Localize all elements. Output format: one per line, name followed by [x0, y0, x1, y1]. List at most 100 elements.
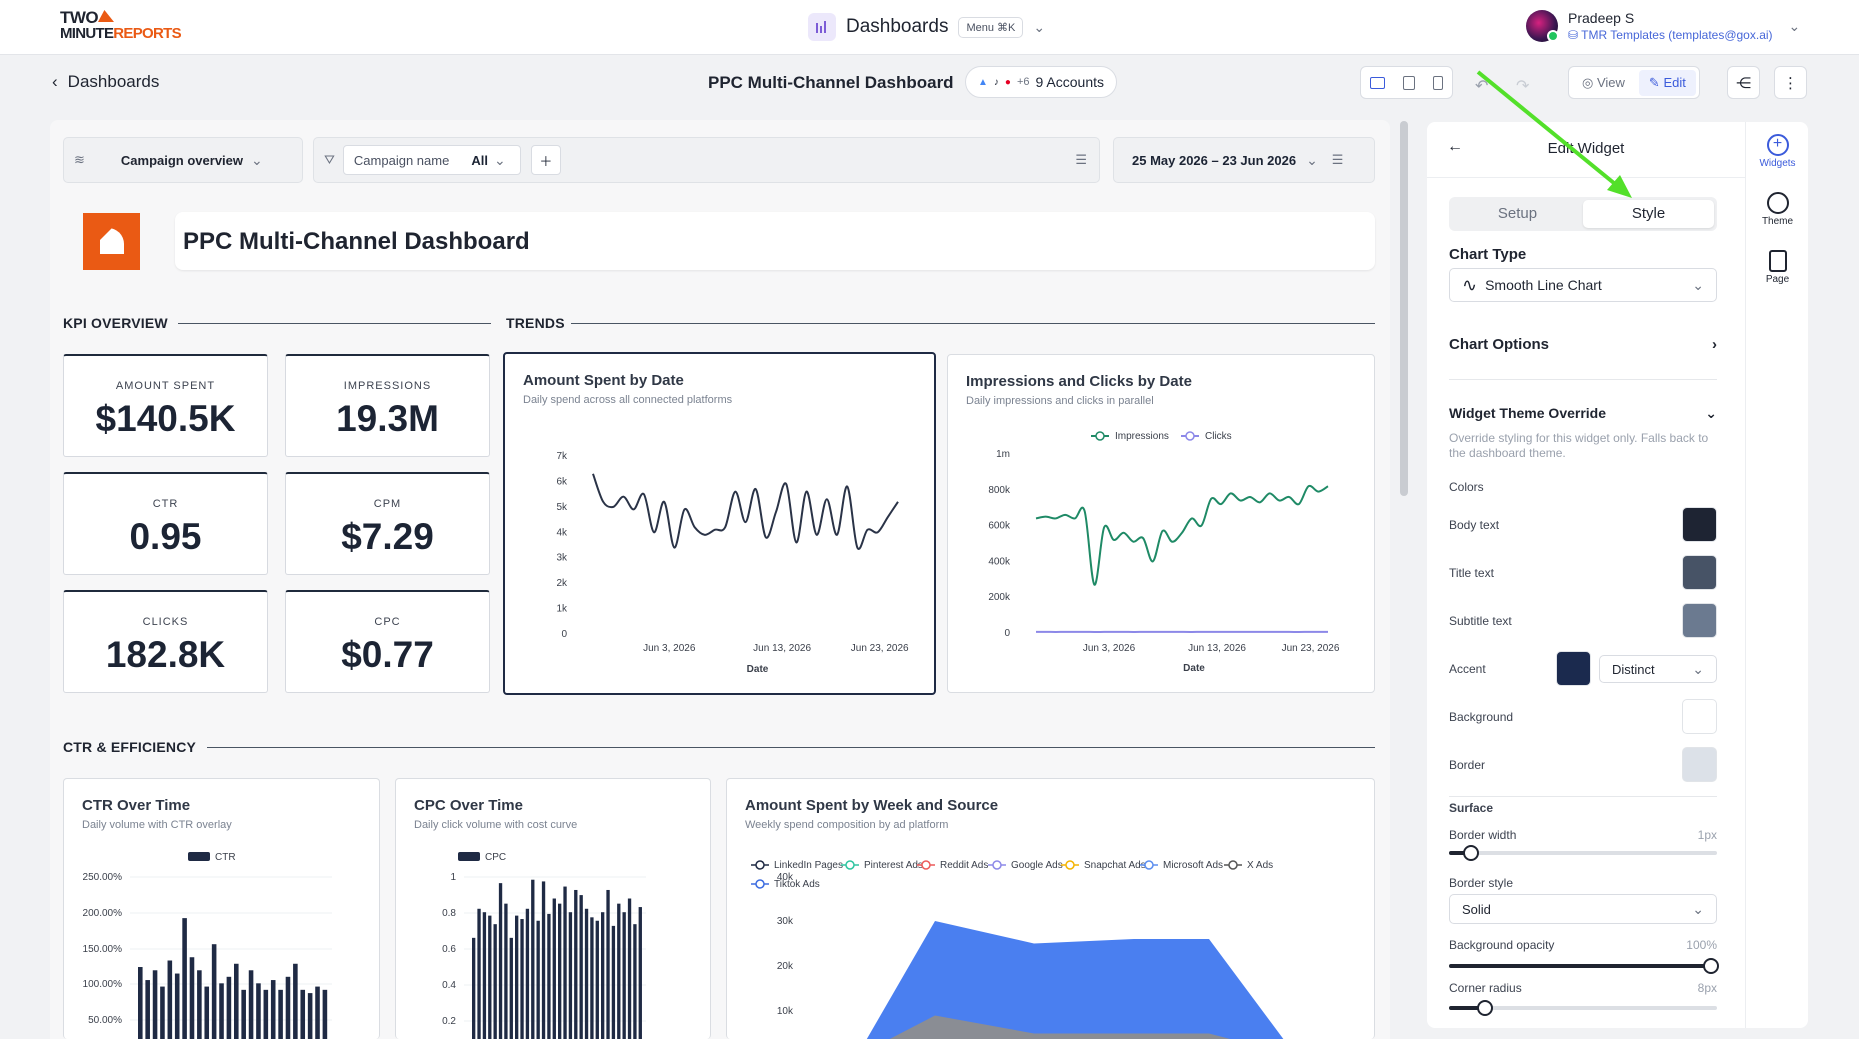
- axis-tick-label: 150.00%: [83, 944, 123, 955]
- bar: [552, 898, 556, 1039]
- kpi-card-amount-spent[interactable]: AMOUNT SPENT $140.5K: [63, 354, 268, 457]
- view-button[interactable]: ◎ View: [1582, 74, 1625, 90]
- campaign-filter[interactable]: Campaign name All ⌄: [342, 145, 521, 175]
- preset-filter[interactable]: ≋ Campaign overview ⌄: [63, 137, 303, 183]
- bar: [627, 898, 632, 1039]
- dashboards-switcher[interactable]: Dashboards Menu ⌘K ⌄: [808, 12, 1045, 42]
- chevron-down-icon: ⌄: [251, 151, 263, 168]
- bar: [482, 912, 487, 1039]
- bar: [509, 937, 513, 1039]
- menu-shortcut[interactable]: Menu ⌘K: [958, 16, 1024, 38]
- accounts-selector[interactable]: ▲ ♪ ● +6 9 Accounts: [965, 66, 1117, 98]
- section-kpi-overview: KPI OVERVIEW: [63, 315, 168, 331]
- sliders-icon[interactable]: ☰: [1331, 152, 1344, 167]
- user-menu[interactable]: Pradeep S ⛁ TMR Templates (templates@gox…: [1526, 10, 1800, 42]
- more-options-icon[interactable]: ⋮: [1774, 66, 1807, 99]
- legend-label: Pinterest Ads: [864, 860, 923, 871]
- app-logo[interactable]: TWO MINUTEREPORTS: [60, 8, 182, 42]
- axis-tick-label: 1: [450, 872, 456, 883]
- chart-amount-spent-by-date[interactable]: Amount Spent by Date Daily spend across …: [503, 352, 936, 695]
- mobile-icon[interactable]: [1433, 75, 1443, 90]
- bar: [638, 907, 642, 1039]
- corner-radius-slider[interactable]: [1449, 1000, 1717, 1016]
- canvas-scrollbar[interactable]: [1400, 121, 1408, 496]
- header-card[interactable]: PPC Multi-Channel Dashboard: [175, 212, 1375, 270]
- axis-tick-label: 10k: [777, 1006, 794, 1017]
- share-icon[interactable]: ⋲: [1727, 66, 1760, 99]
- body-text-swatch[interactable]: [1682, 507, 1717, 542]
- back-link[interactable]: ‹ Dashboards: [52, 72, 160, 91]
- bar: [520, 919, 524, 1039]
- chevron-down-icon: ⌄: [493, 151, 506, 168]
- kpi-card-cpc[interactable]: CPC $0.77: [285, 590, 490, 693]
- x-tick-label: Jun 23, 2026: [851, 643, 909, 654]
- kpi-card-cpm[interactable]: CPM $7.29: [285, 472, 490, 575]
- chart-type-select[interactable]: ∿ Smooth Line Chart ⌄: [1449, 268, 1717, 302]
- axis-tick-label: 2k: [556, 578, 568, 589]
- chevron-down-icon[interactable]: ⌄: [1033, 18, 1046, 35]
- accent-swatch[interactable]: [1556, 651, 1591, 686]
- chart-cpc-over-time[interactable]: CPC Over Time Daily click volume with co…: [395, 778, 711, 1039]
- bar: [322, 989, 328, 1039]
- background-swatch[interactable]: [1682, 699, 1717, 734]
- axis-tick-label: 3k: [556, 553, 568, 564]
- bar: [293, 963, 298, 1039]
- chevron-down-icon: ⌄: [1692, 660, 1704, 677]
- chevron-down-icon: ⌄: [1692, 900, 1704, 917]
- legend-label: Tiktok Ads: [774, 879, 820, 890]
- bar: [285, 976, 291, 1039]
- kpi-card-impressions[interactable]: IMPRESSIONS 19.3M: [285, 354, 490, 457]
- tablet-icon[interactable]: [1403, 75, 1415, 90]
- kpi-card-ctr[interactable]: CTR 0.95: [63, 472, 268, 575]
- rail-widgets[interactable]: + Widgets: [1759, 134, 1796, 169]
- subtitle-text-swatch[interactable]: [1682, 603, 1717, 638]
- kpi-card-clicks[interactable]: CLICKS 182.8K: [63, 590, 268, 693]
- tab-setup[interactable]: Setup: [1497, 205, 1538, 222]
- chart-impressions-clicks-by-date[interactable]: Impressions and Clicks by Date Daily imp…: [947, 354, 1375, 693]
- user-name: Pradeep S: [1568, 10, 1635, 26]
- border-width-slider[interactable]: [1449, 845, 1717, 861]
- dashboard-title: PPC Multi-Channel Dashboard: [708, 73, 954, 92]
- x-axis-label: Date: [1183, 663, 1205, 674]
- background-opacity-slider[interactable]: [1449, 958, 1719, 974]
- chevron-down-icon: ⌄: [1692, 276, 1704, 293]
- title-text-swatch[interactable]: [1682, 555, 1717, 590]
- bar: [270, 980, 276, 1039]
- chart-options-row[interactable]: Chart Options ›: [1449, 336, 1717, 353]
- redo-icon[interactable]: ↷: [1516, 78, 1530, 95]
- chevron-down-icon[interactable]: ⌄: [1788, 17, 1801, 34]
- bar: [278, 989, 283, 1039]
- bar: [204, 986, 210, 1039]
- bar: [498, 883, 503, 1039]
- bar: [568, 912, 573, 1039]
- border-style-select[interactable]: Solid ⌄: [1449, 894, 1717, 924]
- date-range-picker[interactable]: 25 May 2026 – 23 Jun 2026 ⌄ ☰: [1113, 137, 1375, 183]
- axis-tick-label: 600k: [988, 521, 1011, 532]
- legend-marker: [1185, 431, 1195, 441]
- legend-marker: [1228, 860, 1238, 870]
- chart-amount-spent-by-week-source[interactable]: Amount Spent by Week and Source Weekly s…: [726, 778, 1375, 1039]
- add-filter-button[interactable]: ＋: [530, 145, 561, 175]
- accent-mode-select[interactable]: Distinct ⌄: [1599, 655, 1717, 683]
- widget-theme-override-row[interactable]: Widget Theme Override ⌄: [1449, 405, 1717, 421]
- bar: [531, 879, 535, 1039]
- sliders-icon[interactable]: ☰: [1075, 152, 1087, 167]
- arrow-left-icon[interactable]: ←: [1447, 138, 1463, 155]
- rail-theme[interactable]: Theme: [1746, 192, 1809, 227]
- axis-tick-label: 0.2: [442, 1016, 456, 1027]
- impressions-chart-svg: 0 200k 400k 600k 800k 1m Impressions Clicks Jun …: [988, 431, 1340, 674]
- axis-tick-label: 0: [561, 629, 567, 640]
- chart-ctr-over-time[interactable]: CTR Over Time Daily volume with CTR over…: [63, 778, 380, 1039]
- axis-tick-label: 200.00%: [83, 908, 123, 919]
- tab-style[interactable]: Style: [1583, 200, 1714, 228]
- edit-button[interactable]: ✎ Edit: [1638, 69, 1696, 96]
- legend-label: Microsoft Ads: [1163, 860, 1223, 871]
- bar: [160, 986, 165, 1039]
- legend-label: X Ads: [1247, 860, 1273, 871]
- plus-circle-icon: +: [1766, 134, 1789, 156]
- colors-heading: Colors: [1449, 480, 1484, 494]
- border-swatch[interactable]: [1682, 747, 1717, 782]
- undo-icon[interactable]: ↶: [1475, 78, 1489, 95]
- desktop-icon[interactable]: [1370, 76, 1385, 89]
- rail-page[interactable]: Page: [1746, 250, 1809, 285]
